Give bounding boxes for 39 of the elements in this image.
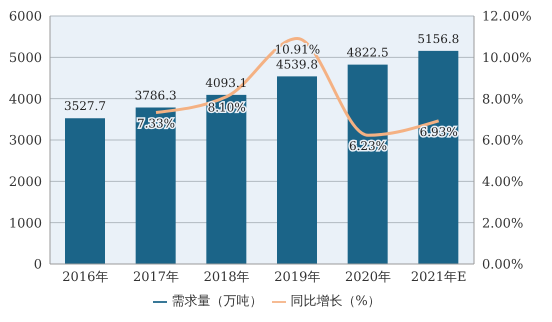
- data-label: 8.10%: [208, 100, 246, 115]
- data-label: 4093.1: [205, 76, 248, 90]
- x-tick-label: 2019年: [274, 270, 320, 286]
- x-tick-label: 2017年: [132, 270, 180, 286]
- x-tick-label: 2021年E: [410, 270, 466, 286]
- bar: [277, 76, 317, 264]
- y-tick-label: 1000: [8, 216, 42, 232]
- y2-tick-label: 4.00%: [482, 174, 524, 190]
- bar: [348, 64, 388, 264]
- legend-label: 同比增长（%）: [290, 294, 381, 309]
- legend-label: 需求量（万吨）: [171, 294, 262, 309]
- y2-tick-label: 0.00%: [482, 258, 524, 273]
- x-tick-label: 2018年: [204, 270, 250, 286]
- data-label: 6.23%: [348, 139, 388, 154]
- data-label: 6.93%: [420, 124, 458, 139]
- bar: [418, 50, 458, 264]
- data-label: 5156.8: [417, 32, 460, 46]
- data-label: 3527.7: [64, 99, 106, 114]
- y-tick-label: 0: [34, 258, 42, 273]
- data-label: 4539.8: [276, 57, 318, 72]
- y2-tick-label: 8.00%: [482, 92, 524, 108]
- y-tick-label: 4000: [8, 92, 42, 108]
- y2-tick-label: 10.00%: [482, 50, 532, 66]
- x-tick-label: 2020年: [344, 270, 392, 286]
- data-label: 4822.5: [346, 46, 389, 60]
- bar: [65, 118, 105, 264]
- y-tick-label: 2000: [8, 174, 42, 190]
- data-label: 10.91%: [274, 42, 320, 57]
- x-tick-label: 2016年: [62, 270, 108, 286]
- y2-tick-label: 2.00%: [482, 216, 524, 232]
- bar: [206, 94, 246, 264]
- y2-tick-label: 12.00%: [482, 10, 532, 25]
- data-label: 3786.3: [134, 88, 177, 102]
- data-label: 7.33%: [136, 116, 176, 131]
- y-tick-label: 3000: [8, 134, 42, 149]
- bar: [136, 108, 176, 264]
- y2-tick-label: 6.00%: [482, 134, 524, 149]
- y-tick-label: 5000: [8, 50, 42, 66]
- y-tick-label: 6000: [8, 10, 42, 25]
